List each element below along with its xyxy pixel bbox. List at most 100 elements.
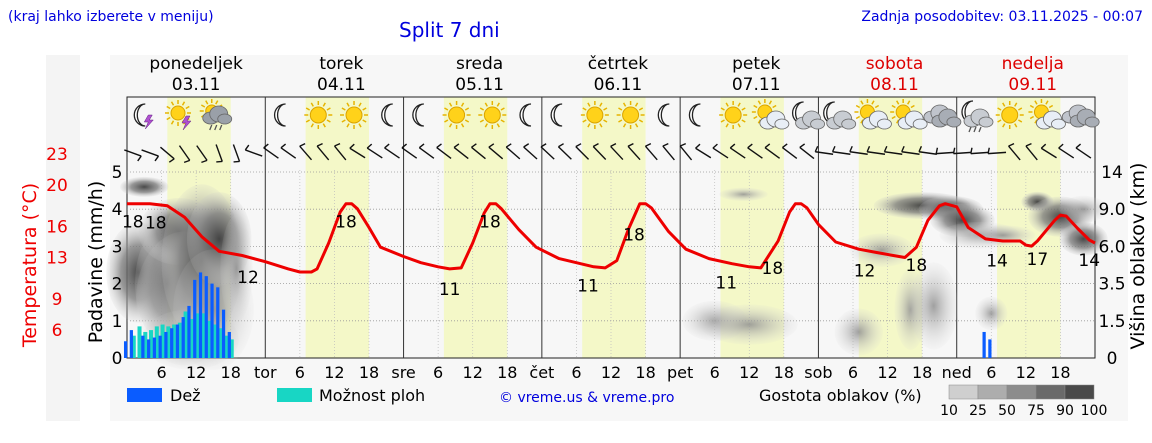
wind-barb <box>1025 142 1038 161</box>
temperature-label: 12 <box>854 261 876 281</box>
wind-barb <box>263 143 279 159</box>
moon-cloud-icon <box>823 101 857 130</box>
wind-barb <box>849 145 868 155</box>
shower-bar <box>195 313 200 358</box>
wind-barb <box>349 143 366 159</box>
cloud-height-axis-title: Višina oblakov (km) <box>1127 163 1149 350</box>
cloud-blob <box>834 308 883 356</box>
rain-bar <box>988 339 992 358</box>
x-day-label: pet <box>667 363 693 382</box>
location-hint[interactable]: (kraj lahko izberete v meniju) <box>8 9 214 25</box>
temperature-label: 18 <box>479 213 501 233</box>
rain-bar <box>158 335 162 358</box>
density-swatch <box>1035 384 1066 400</box>
sun-cloud-icon <box>890 99 928 130</box>
sun-icon <box>442 101 471 129</box>
shower-bar <box>137 326 142 358</box>
density-label: 10 <box>940 403 958 419</box>
wind-barb <box>384 143 400 159</box>
day-name: četrtek <box>588 54 649 74</box>
cloud-blob <box>909 262 958 350</box>
shower-bar <box>206 320 211 358</box>
legend-rain-swatch <box>127 388 162 402</box>
wind-barb <box>695 143 712 159</box>
rain-bar <box>164 331 168 358</box>
sun-storm-icon <box>165 100 192 131</box>
temperature-line <box>127 202 1096 274</box>
sun-cloud-icon <box>1028 99 1066 130</box>
moon-icon <box>412 103 424 127</box>
x-tick-label: 6 <box>571 363 581 382</box>
x-tick-label: 12 <box>324 363 344 382</box>
left-axis-panel <box>46 55 80 421</box>
cloud-icon <box>1061 104 1100 128</box>
wind-barb <box>712 143 729 159</box>
legend-shower-swatch <box>277 388 312 402</box>
density-label: 25 <box>969 403 987 419</box>
wind-barb <box>610 143 624 161</box>
sun-icon <box>304 101 333 129</box>
wind-barb <box>471 143 486 160</box>
x-tick-label: 18 <box>221 363 241 382</box>
temperature-label: 18 <box>762 259 784 279</box>
wind-barb <box>436 143 452 159</box>
credit-link[interactable]: © vreme.us & vreme.pro <box>499 390 674 406</box>
x-day-label: sre <box>391 363 415 382</box>
sun-cloud-icon <box>854 99 892 130</box>
x-tick-label: 12 <box>739 363 759 382</box>
cloud-blob <box>719 187 768 202</box>
sun-icon <box>478 101 507 129</box>
x-day-label: tor <box>254 363 277 382</box>
temperature-label: 18 <box>122 213 144 233</box>
shower-chance-series <box>131 311 234 358</box>
wind-barb <box>1040 143 1057 159</box>
wind-barb <box>575 143 590 160</box>
wind-barb <box>299 142 313 161</box>
temperature-label: 18 <box>623 226 645 246</box>
wind-barb <box>952 147 972 155</box>
temperature-tick: 9 <box>52 290 63 310</box>
rain-bar <box>123 341 128 358</box>
temperature-tick: 23 <box>46 145 68 165</box>
shower-bar <box>149 330 154 358</box>
moon-cloud-icon <box>792 101 825 130</box>
x-day-label: ned <box>942 363 972 382</box>
moon-drizzle-icon <box>961 100 994 133</box>
cloud-height-tick: 9.0 <box>1098 200 1125 220</box>
temperature-label: 18 <box>145 213 167 233</box>
wind-barb <box>523 143 538 160</box>
wind-barb <box>970 147 989 155</box>
cloud-blob <box>975 296 1008 331</box>
density-label: 100 <box>1081 403 1108 419</box>
cloud-height-tick: 0 <box>1107 349 1118 369</box>
density-swatch <box>1006 384 1037 400</box>
wind-barb <box>729 143 746 159</box>
x-tick-label: 12 <box>1016 363 1036 382</box>
wind-barb <box>1008 142 1021 161</box>
cloud-height-tick: 14 <box>1101 163 1123 183</box>
update-timestamp: Zadnja posodobitev: 03.11.2025 - 00:07 <box>861 9 1143 25</box>
day-name: ponedeljek <box>149 54 243 74</box>
moon-icon <box>657 103 670 127</box>
x-tick-label: 18 <box>497 363 517 382</box>
x-tick-label: 12 <box>463 363 483 382</box>
precip-tick: 2 <box>112 275 123 295</box>
day-name: torek <box>319 54 363 74</box>
rain-bar <box>181 317 185 358</box>
rain-bar <box>193 279 197 358</box>
wind-barb <box>592 143 607 160</box>
rain-bar <box>221 309 226 358</box>
wind-barb <box>799 143 815 160</box>
cloud-blob <box>849 233 915 267</box>
density-label: 75 <box>1027 403 1045 419</box>
legend-rain-label: Dež <box>170 386 201 405</box>
wind-barb <box>935 147 955 155</box>
temperature-axis-title: Temperatura (°C) <box>19 183 41 348</box>
wind-barb <box>644 142 658 161</box>
page-title: Split 7 dni <box>399 18 500 42</box>
day-date: 09.11 <box>1008 75 1057 95</box>
wind-barb <box>178 145 191 164</box>
wind-barbs <box>124 142 1092 164</box>
